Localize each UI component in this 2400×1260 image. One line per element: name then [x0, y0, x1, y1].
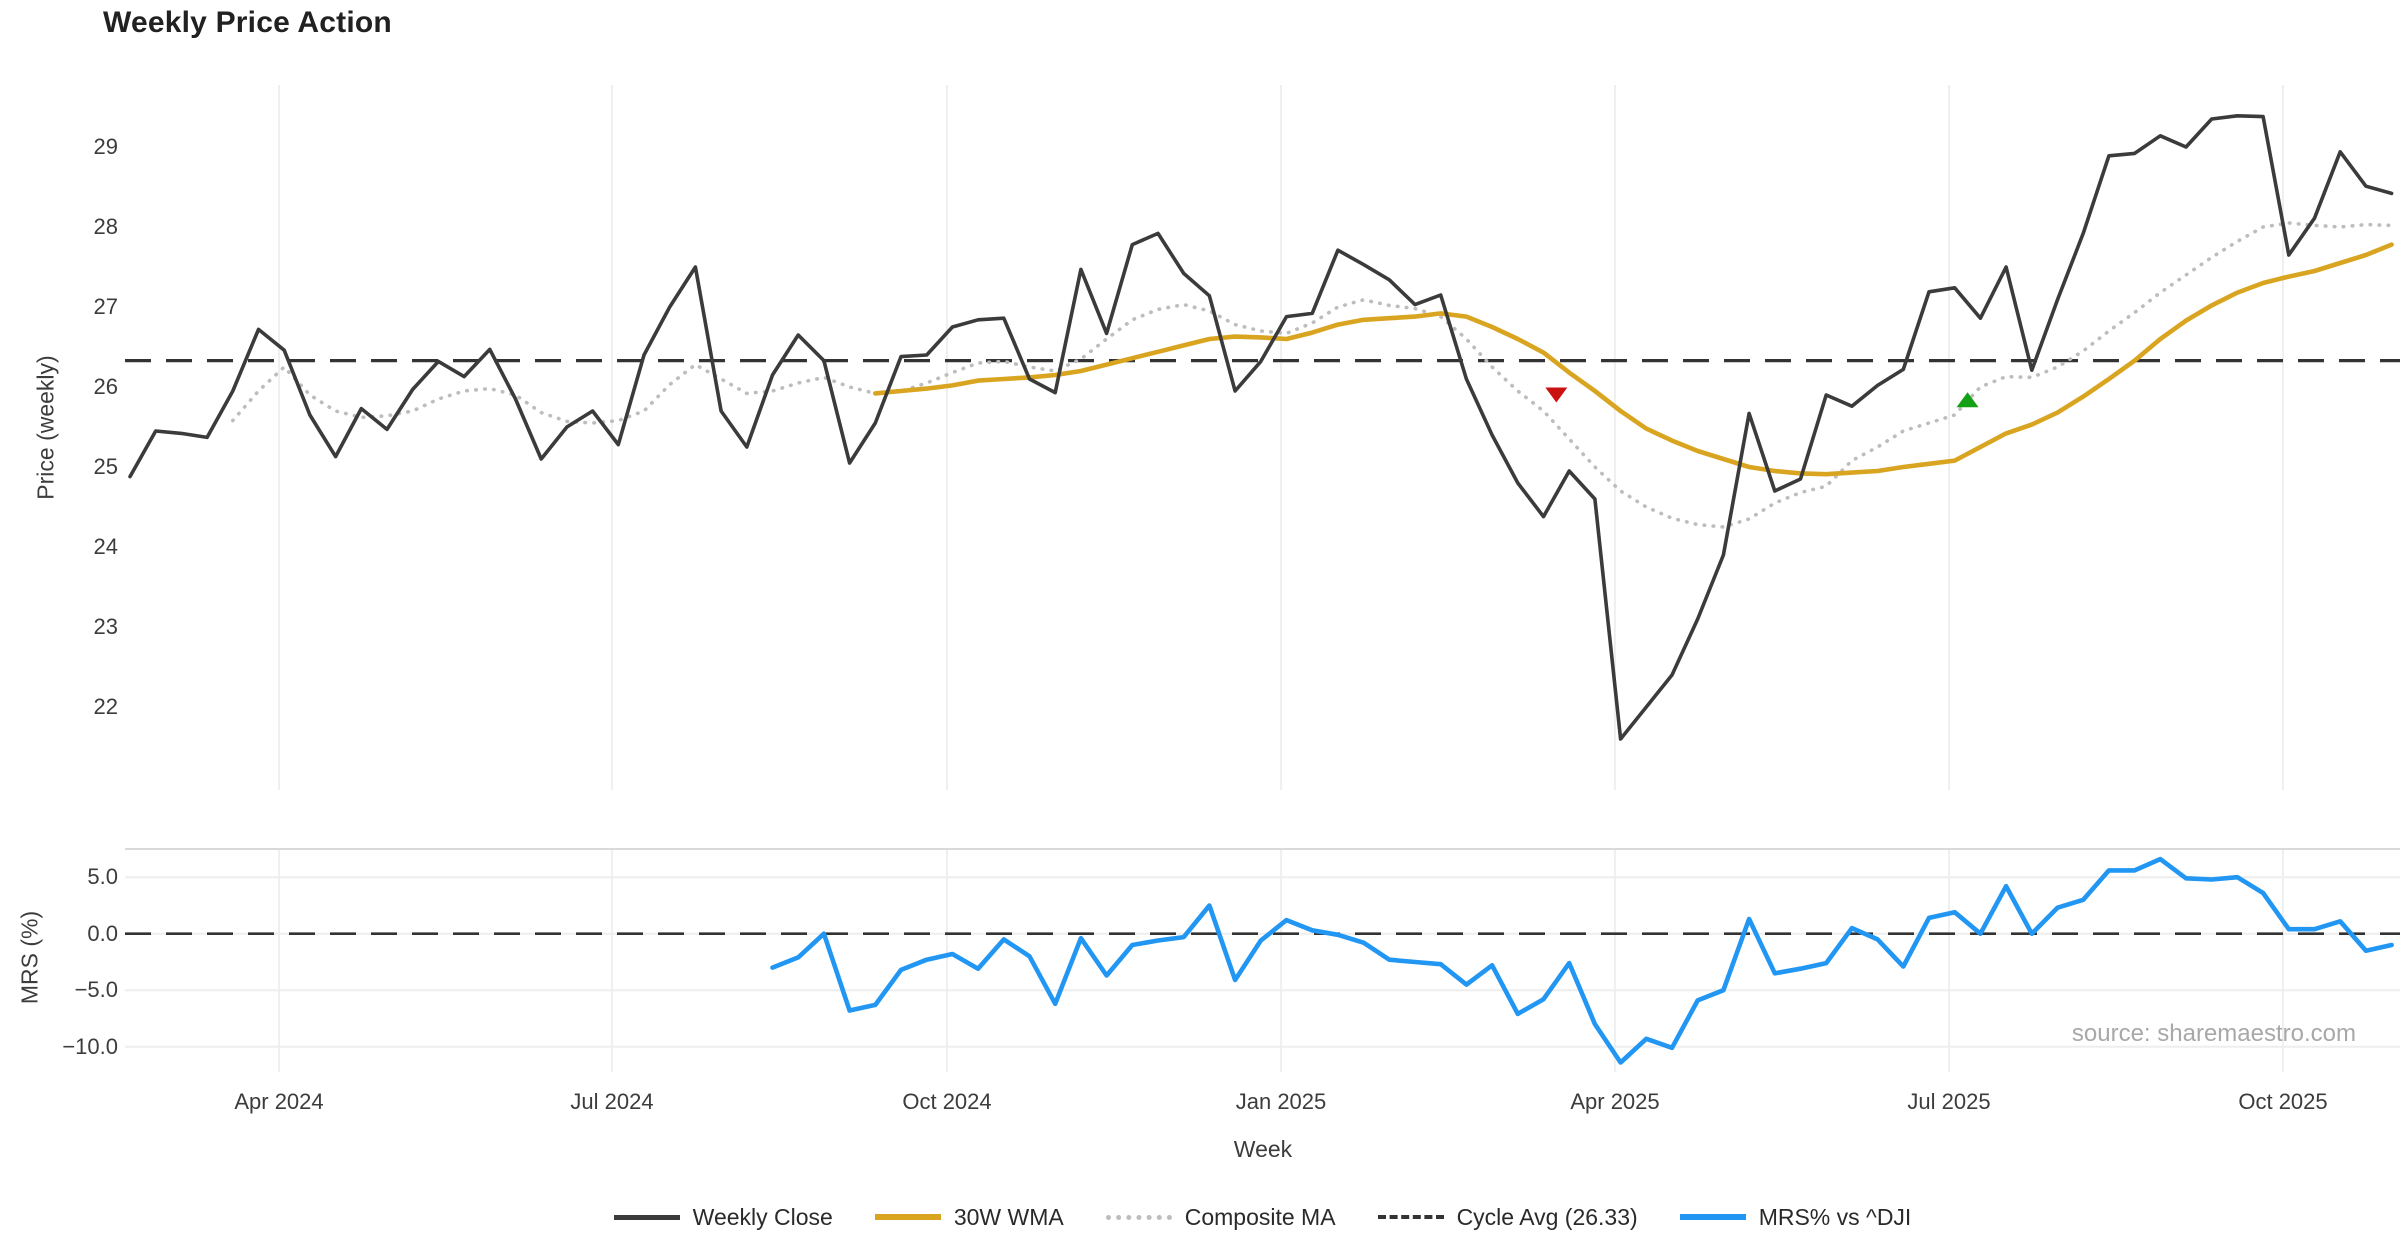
price-tick-29: 29 [93, 134, 118, 159]
mrs-line-sample-icon [1679, 1214, 1746, 1220]
price-tick-28: 28 [93, 214, 118, 239]
legend-item-weekly-close: Weekly Close [613, 1200, 833, 1234]
weekly-close-line-sample-icon [613, 1214, 680, 1220]
xtick-jul-2025: Jul 2025 [1907, 1089, 1991, 1114]
xtick-jan-2025: Jan 2025 [1235, 1089, 1327, 1114]
legend-item-composite-ma: Composite MA [1105, 1200, 1336, 1234]
mrs-tick-5: 5.0 [87, 864, 118, 889]
price-tick-22: 22 [93, 694, 118, 719]
price-tick-26: 26 [93, 374, 118, 399]
cycle-avg-line-sample-icon [1377, 1215, 1444, 1219]
price-tick-27: 27 [93, 294, 118, 319]
price-axis-title: Price (weekly) [32, 355, 59, 500]
price-tick-23: 23 [93, 614, 118, 639]
series-30w-wma-line [872, 242, 2394, 477]
mrs-axis-title: MRS (%) [16, 910, 43, 1005]
legend-label: Cycle Avg (26.33) [1456, 1204, 1638, 1230]
legend-label: Weekly Close [692, 1204, 833, 1230]
price-tick-25: 25 [93, 454, 118, 479]
mrs-tick-0: 0.0 [87, 921, 118, 946]
series-mrs-vs-dji-line [770, 856, 2394, 1065]
price-tick-24: 24 [93, 534, 118, 559]
source-note: source: sharemaestro.com [2071, 1020, 2356, 1047]
xtick-jul-2024: Jul 2024 [570, 1089, 654, 1114]
xtick-apr-2024: Apr 2024 [234, 1089, 324, 1114]
sell-signal-marker-icon [1545, 387, 1568, 403]
legend-item-mrs: MRS% vs ^DJI [1679, 1200, 1912, 1234]
mrs-tick-m10: −10.0 [62, 1034, 118, 1059]
wma-line-sample-icon [874, 1214, 941, 1220]
series-composite-ma-line [231, 221, 2394, 529]
legend-label: 30W WMA [953, 1204, 1064, 1230]
mrs-tick-m5: −5.0 [74, 977, 118, 1002]
legend-item-30w-wma: 30W WMA [874, 1200, 1064, 1234]
x-axis-title: Week [1233, 1136, 1293, 1162]
xtick-apr-2025: Apr 2025 [1570, 1089, 1660, 1114]
series-weekly-close-line [128, 114, 2394, 741]
legend: Weekly Close 30W WMA Composite MA Cycle … [125, 1200, 2400, 1234]
xtick-oct-2025: Oct 2025 [2238, 1089, 2328, 1114]
buy-signal-marker-icon [1956, 392, 1979, 408]
composite-ma-line-sample-icon [1105, 1214, 1172, 1220]
xtick-oct-2024: Oct 2024 [902, 1089, 992, 1114]
legend-item-cycle-avg: Cycle Avg (26.33) [1377, 1200, 1638, 1234]
legend-label: MRS% vs ^DJI [1758, 1204, 1912, 1230]
legend-label: Composite MA [1184, 1204, 1336, 1230]
chart-title: Weekly Price Action [103, 6, 392, 39]
